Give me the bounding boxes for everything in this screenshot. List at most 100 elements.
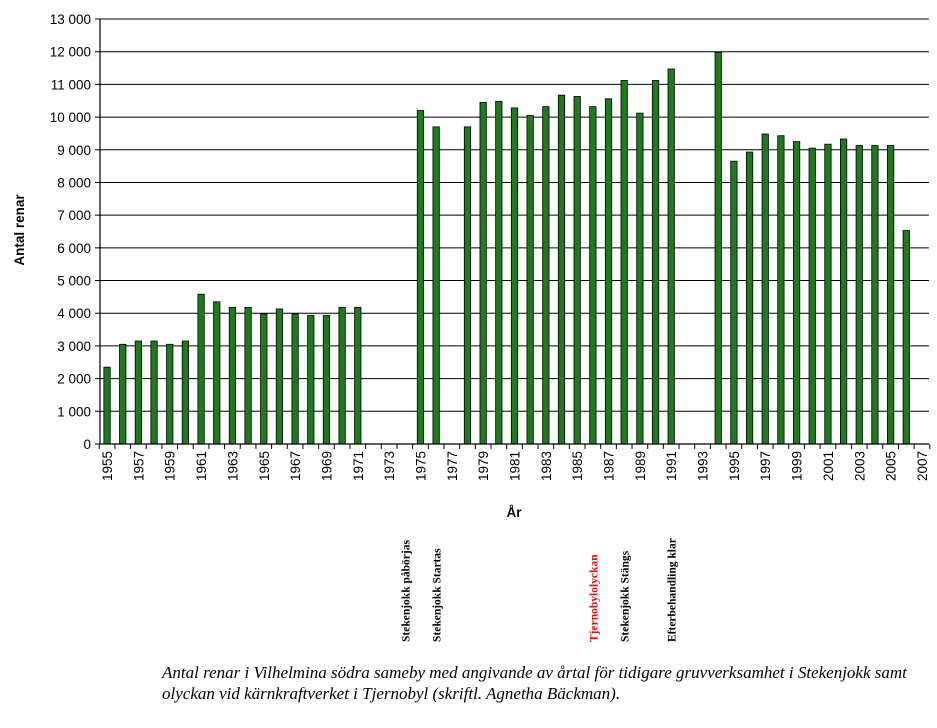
x-tick-label: 1963 [225,451,240,481]
bar-1980 [495,100,503,445]
bar-1985 [573,96,581,445]
y-tick-label: 2 000 [57,372,91,387]
x-tick-label: 1971 [351,451,366,481]
bar-1990 [651,80,660,445]
x-tick-label: 2005 [884,451,899,481]
x-tick-label: 1975 [413,451,428,481]
bar-2005 [887,145,895,445]
x-tick-label: 1983 [539,451,554,481]
y-tick-label: 9 000 [57,143,91,158]
y-tick-label: 11 000 [51,77,91,92]
event-label: Stekenjokk Stängs [620,550,632,642]
x-tick-label: 1965 [257,451,272,481]
bar-1971 [354,306,362,445]
y-tick-label: 7 000 [57,208,91,223]
bar-1999 [792,141,801,445]
x-tick-label: 1957 [131,451,146,481]
bar-1961 [197,293,205,445]
bar-1970 [338,306,346,445]
axes [95,18,931,449]
bar-2003 [855,145,863,445]
x-tick-label: 2007 [915,451,930,481]
x-tick-label: 2001 [821,451,836,481]
bar-1957 [134,340,142,445]
x-tick-label: 2003 [852,451,867,481]
x-tick-label: 1993 [696,451,711,481]
x-tick-label: 1995 [727,451,742,481]
bar-1986 [589,106,597,445]
x-tick-label: 1989 [633,451,648,481]
bar-1983 [542,106,550,445]
bar-1975 [416,110,425,445]
y-tick-label: 8 000 [57,175,91,190]
x-axis-label: År [506,505,522,520]
bar-1956 [119,343,127,445]
x-tick-label: 1987 [602,451,617,481]
x-tick-labels: 1955 1957 1959 1961 1963 1965 1967 1969 1971 1973… [100,451,930,481]
figure-caption: Antal renar i Vilhelmina södra sameby me… [162,663,907,703]
bar-1964 [244,306,252,445]
bar-1963 [228,306,237,445]
x-tick-label: 1991 [664,451,679,481]
bar-1958 [150,340,158,445]
x-tick-label: 1999 [790,451,805,481]
bar-1989 [636,112,644,445]
event-label: Tjernobylolyckan [588,554,600,642]
y-tick-label: 10 000 [50,110,91,125]
x-tick-label: 1981 [508,451,523,481]
bar-1981 [510,107,519,445]
x-tick-label: 1959 [163,451,178,481]
y-tick-label: 0 [83,437,91,452]
bar-2002 [839,138,848,445]
bar-1995 [730,160,738,445]
bar-2004 [871,145,879,445]
y-tick-label: 12 000 [50,45,91,60]
bar-1998 [777,135,785,445]
bar-1968 [307,315,315,445]
x-tick-label: 1997 [758,451,773,481]
y-axis-label: Antal renar [12,194,27,266]
bar-1955 [103,366,111,445]
x-tick-label: 1985 [570,451,585,481]
bar-1988 [620,80,628,445]
bar-2000 [808,147,816,445]
x-tick-label: 1955 [100,451,115,481]
bar-1997 [761,133,769,445]
event-label: Stekenjokk Startas [432,548,444,642]
bar-chart: 0 1 000 2 000 3 000 4 000 5 000 6 000 7 000 8 00… [12,12,931,642]
y-tick-label: 3 000 [57,339,91,354]
event-label: Stekenjokk påbörjas [400,540,412,642]
bar-1987 [604,98,613,445]
x-tick-label: 1979 [476,451,491,481]
bar-1959 [166,343,174,445]
x-tick-label: 1977 [445,451,460,481]
bar-1966 [275,308,284,445]
bar-1979 [479,101,487,445]
bar-1978 [463,126,472,445]
y-tick-label: 1 000 [57,404,91,419]
event-label: Efterbehandling klar [667,538,679,642]
bar-1996 [745,151,754,445]
bar-2001 [824,143,832,445]
bar-1967 [291,313,299,445]
y-tick-label: 13 000 [50,12,91,27]
x-tick-label: 1973 [382,451,397,481]
bar-1969 [322,315,331,445]
bar-2006 [902,230,910,445]
y-tick-label: 5 000 [57,274,91,289]
x-tick-label: 1961 [194,451,209,481]
event-labels: Stekenjokk påbörjas Stekenjokk Startas Tje… [400,538,678,642]
bar-1994 [714,51,722,445]
bar-1984 [557,94,566,445]
bar-1991 [667,68,675,445]
x-tick-label: 1967 [288,451,303,481]
bar-1976 [432,126,440,445]
bar-1982 [526,115,534,445]
bar-1962 [213,301,221,445]
bar-1960 [181,340,190,445]
y-tick-label: 6 000 [57,241,91,256]
y-tick-labels: 0 1 000 2 000 3 000 4 000 5 000 6 000 7 000 8 00… [50,12,91,452]
bar-1965 [260,313,268,445]
y-tick-label: 4 000 [57,306,91,321]
x-tick-label: 1969 [319,451,334,481]
